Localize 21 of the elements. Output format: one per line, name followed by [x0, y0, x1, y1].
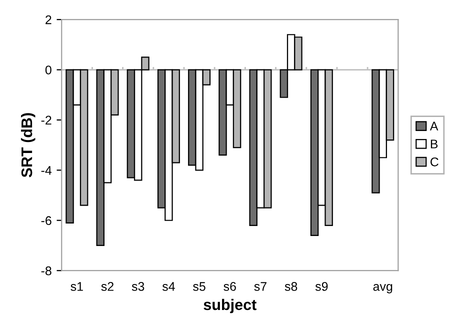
legend-label: A — [430, 122, 438, 130]
x-tick-label: s1 — [70, 282, 83, 291]
x-axis-title: subject — [204, 298, 256, 314]
y-tick-label: -4 — [41, 166, 52, 175]
x-tick-label: avg — [373, 284, 392, 294]
y-tick-label: 2 — [46, 15, 52, 24]
legend-label: B — [430, 140, 438, 148]
legend-label: C — [430, 157, 438, 166]
x-tick-label: s4 — [162, 282, 175, 291]
x-tick-label: s2 — [101, 282, 114, 291]
x-tick-label: s8 — [284, 282, 298, 291]
y-axis-title: SRT (dB) — [20, 113, 36, 178]
x-tick-label: s3 — [132, 282, 144, 291]
y-tick-label: -2 — [41, 116, 52, 124]
y-tick-label: 0 — [45, 66, 52, 74]
y-tick-label: -8 — [41, 266, 52, 276]
x-tick-label: s5 — [193, 282, 206, 291]
x-tick-label: s6 — [224, 282, 236, 291]
x-tick-label: s9 — [315, 282, 328, 291]
x-tick-label: s7 — [254, 282, 266, 291]
y-tick-label: -6 — [41, 216, 52, 226]
